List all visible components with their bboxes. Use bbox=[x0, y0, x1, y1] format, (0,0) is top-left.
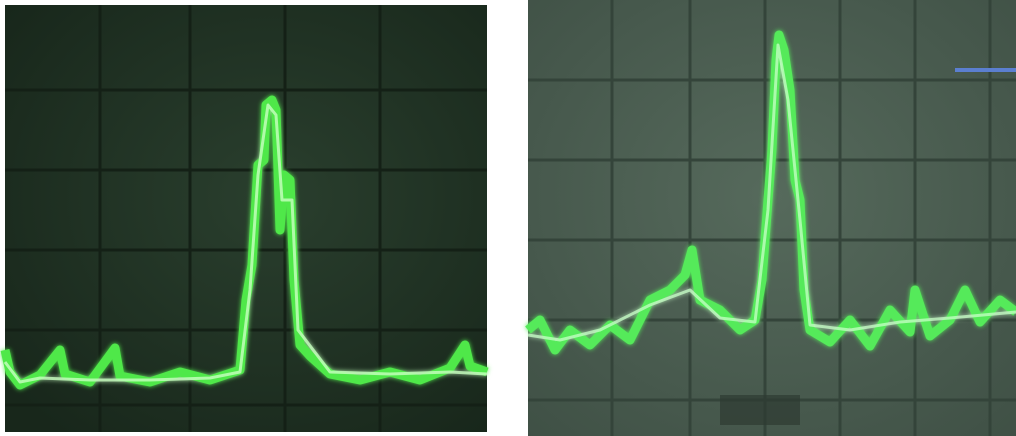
screen-background bbox=[5, 5, 487, 432]
left-screen bbox=[5, 5, 487, 432]
screen-reflection bbox=[720, 395, 800, 425]
right-screen bbox=[528, 0, 1016, 436]
